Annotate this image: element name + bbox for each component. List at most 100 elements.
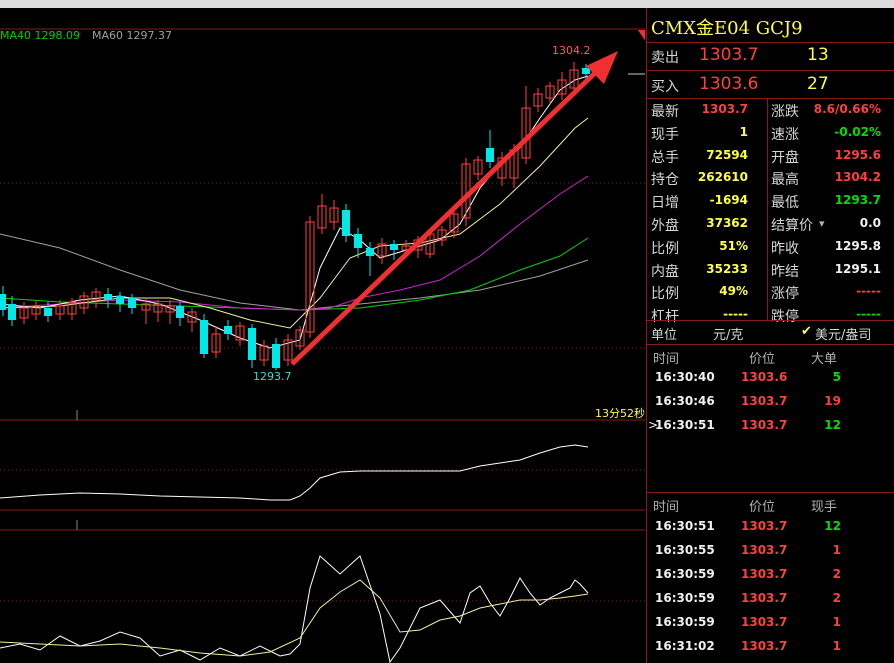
stat-value: 35233 [706, 261, 748, 276]
tick-time: 16:30:51 [655, 418, 715, 432]
candle [31, 305, 41, 315]
candle [305, 221, 315, 333]
candle [44, 308, 52, 316]
candle [116, 296, 124, 304]
candle [224, 326, 232, 334]
candle [187, 311, 197, 323]
unit-option-yuan[interactable]: 元/克 [713, 328, 744, 343]
stat-label: 外盘 [651, 218, 679, 234]
tick-price: 1303.7 [741, 418, 788, 432]
tick-time: 16:30:51 [655, 519, 715, 533]
candles-group [0, 62, 590, 370]
unit-label: 单位 [651, 328, 678, 343]
ticks2-header-time: 时间 [653, 500, 680, 515]
tick-qty: 12 [824, 418, 841, 432]
tick-qty: 12 [824, 519, 841, 533]
buy-qty: 27 [807, 74, 829, 94]
candle [366, 248, 374, 256]
tick-time: 16:30:55 [655, 543, 715, 557]
ticks1-header-bigorder: 大单 [811, 352, 838, 367]
stat-label: 昨收 [771, 240, 799, 257]
stat-label: 昨结 [771, 263, 799, 280]
buy-label: 买入 [651, 79, 679, 95]
top-window-bar [0, 0, 894, 8]
tick-qty: 2 [832, 567, 841, 581]
stat-label: 内盘 [651, 263, 679, 280]
indicator-line [0, 444, 589, 501]
candle [248, 328, 256, 360]
stat-value: 37362 [706, 216, 748, 230]
dropdown-icon: ▾ [819, 217, 825, 230]
candle [329, 207, 339, 223]
tick-qty: 1 [832, 639, 841, 653]
candle [449, 213, 459, 233]
stat-value: 51% [719, 238, 748, 253]
candle [55, 305, 65, 315]
candle [235, 325, 245, 341]
stat-label: 最新 [651, 104, 679, 120]
candle [437, 229, 447, 241]
candle [8, 304, 16, 320]
stat-value: 1295.6 [834, 147, 881, 162]
chart-area[interactable]: MA40 1298.09 MA60 1297.37 [0, 8, 645, 663]
candle [377, 243, 387, 257]
candle [141, 303, 151, 311]
ma40-line [0, 237, 589, 311]
stat-value: 49% [719, 284, 748, 299]
stat-label: 持仓 [651, 172, 679, 189]
tick-time: 16:30:59 [655, 591, 715, 605]
tick-time: 16:30:40 [655, 370, 715, 384]
tick-price: 1303.7 [741, 591, 788, 605]
candle [104, 294, 112, 300]
stat-value: ----- [856, 284, 881, 299]
tick-price: 1303.6 [741, 370, 788, 384]
stat-label: 涨跌 [771, 104, 799, 120]
candle [128, 298, 136, 308]
candle [354, 234, 362, 248]
candle [211, 333, 221, 353]
candle [91, 291, 101, 301]
stat-value: 0.0 [859, 216, 881, 230]
candle [473, 159, 483, 175]
row-pointer-icon: > [648, 418, 659, 432]
tick-time: 16:31:02 [655, 639, 715, 653]
instrument-title: CMX金E04 GCJ9 [651, 18, 803, 39]
sell-label: 卖出 [651, 50, 679, 66]
stat-label: 速涨 [771, 126, 799, 143]
tick-qty: 1 [832, 615, 841, 629]
checkmark-icon: ✔ [801, 324, 812, 339]
ticks2-header-volume: 现手 [811, 500, 838, 515]
candle [533, 93, 543, 107]
tick-time: 16:30:46 [655, 394, 715, 408]
ticks2-header-price: 价位 [749, 500, 776, 515]
candle [390, 244, 398, 250]
stat-label: 现手 [651, 126, 679, 143]
candle [0, 294, 6, 310]
stat-label: 比例 [651, 240, 679, 257]
tick-price: 1303.7 [741, 394, 788, 408]
trend-arrow-head [586, 51, 618, 84]
sell-qty: 13 [807, 45, 829, 65]
low-price-label: 1293.7 [253, 370, 292, 383]
oscillator-fast-line [0, 555, 589, 663]
tick-qty: 2 [832, 591, 841, 605]
tick-qty: 1 [832, 543, 841, 557]
unit-option-usd[interactable]: 美元/盎司 [815, 328, 872, 343]
tick-price: 1303.7 [741, 519, 788, 533]
sell-price: 1303.7 [699, 45, 759, 65]
candle [165, 305, 175, 313]
stat-value: -1694 [709, 193, 748, 208]
high-price-label: 1304.2 [552, 44, 591, 57]
stat-value: 72594 [706, 147, 748, 162]
tick-price: 1303.7 [741, 639, 788, 653]
ticks1-header-price: 价位 [749, 352, 776, 367]
candlestick-chart[interactable] [0, 8, 645, 663]
stat-value: 262610 [697, 170, 748, 185]
candle [557, 79, 567, 95]
stat-label: 杠杆 [651, 309, 679, 326]
stat-value: 1304.2 [834, 170, 881, 185]
candle [295, 329, 305, 347]
candle [19, 307, 29, 319]
trend-arrow-shaft [290, 68, 600, 366]
candle [67, 301, 77, 315]
